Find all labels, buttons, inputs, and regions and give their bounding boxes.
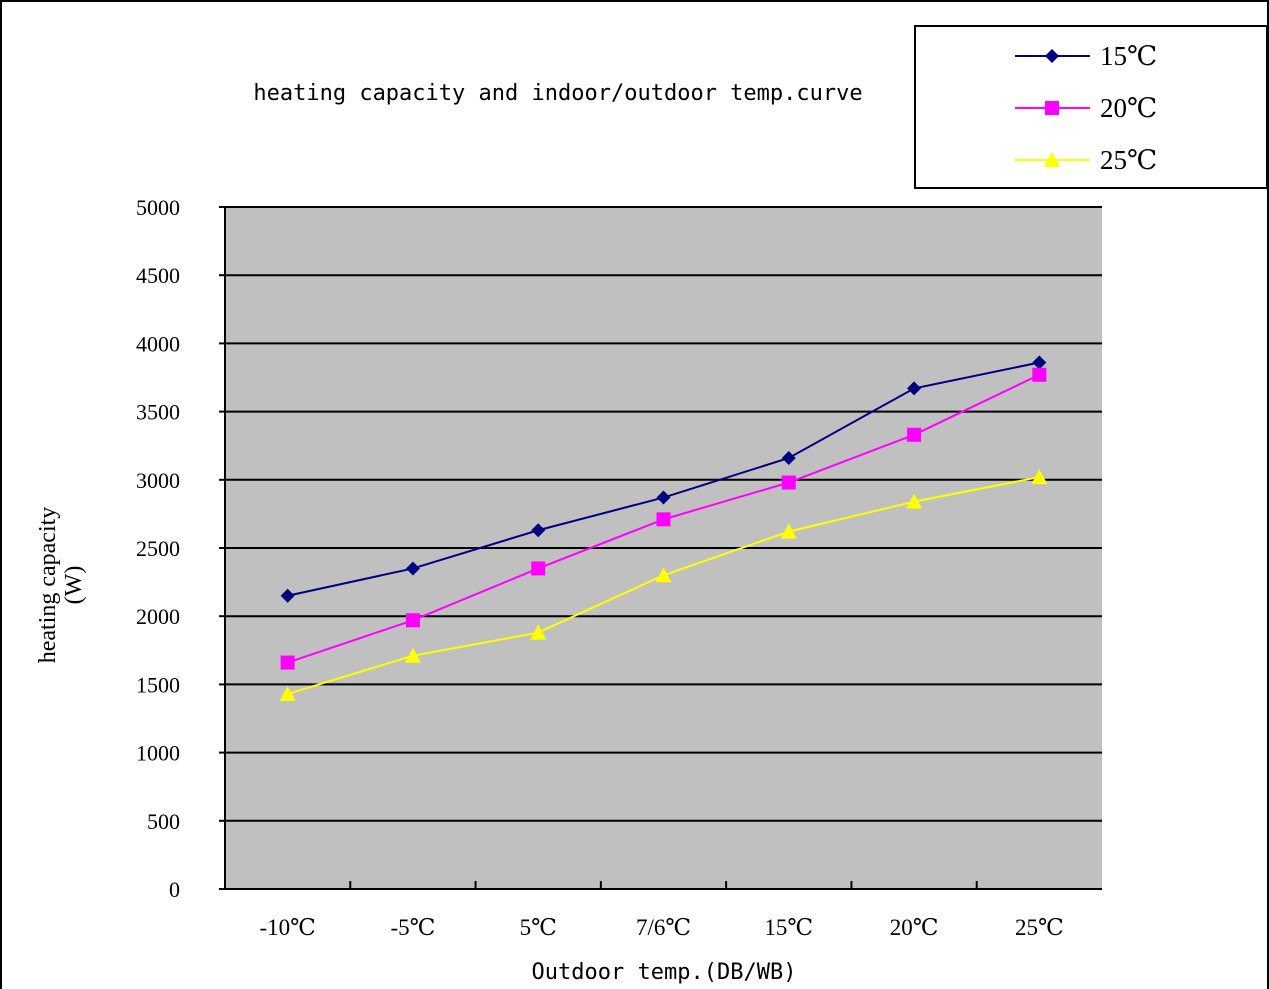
x-tick-labels: -10℃ -5℃ 5℃ 7/6℃ 15℃ 20℃ 25℃ [259, 915, 1063, 940]
data-point [405, 613, 420, 628]
data-point [907, 427, 922, 442]
x-tick-label: 15℃ [764, 915, 813, 940]
chart-title: heating capacity and indoor/outdoor temp… [253, 81, 862, 106]
data-point [656, 512, 671, 527]
y-tick-label: 500 [147, 809, 180, 834]
y-axis-label: heating capacity [35, 507, 61, 664]
y-tick-labels: 0 500 1000 1500 2000 2500 3000 3500 4000 4500 5000 [136, 195, 180, 902]
series-1 [280, 367, 1047, 670]
data-point [280, 588, 295, 603]
y-axis-title: heating capacity (W) [35, 507, 87, 664]
data-point [906, 493, 923, 509]
x-tick-label: 5℃ [520, 915, 557, 940]
data-point [405, 561, 420, 576]
data-point [907, 381, 922, 396]
x-tick-label: 25℃ [1015, 915, 1064, 940]
y-tick-label: 3500 [136, 400, 180, 425]
data-point [780, 523, 797, 539]
x-tick-label: 20℃ [890, 915, 939, 940]
data-point [280, 655, 295, 670]
gridlines [225, 206, 1102, 822]
data-point [279, 685, 296, 701]
y-tick-label: 1000 [136, 741, 180, 766]
data-point [655, 567, 672, 583]
series-0 [280, 355, 1047, 603]
x-tick-label: -10℃ [259, 915, 315, 940]
axis-ticks [219, 206, 978, 890]
y-tick-label: 2000 [136, 604, 180, 629]
legend-marker-2 [1044, 152, 1060, 167]
legend-label-0: 15℃ [1100, 41, 1157, 71]
legend-label-1: 20℃ [1100, 93, 1157, 123]
y-tick-label: 0 [169, 877, 180, 902]
data-point [1031, 469, 1048, 485]
y-tick-label: 3000 [136, 468, 180, 493]
x-tick-label: 7/6℃ [636, 915, 691, 940]
legend-box [914, 25, 1268, 189]
data-point [531, 561, 546, 576]
data-point [781, 475, 796, 490]
data-point [1032, 355, 1047, 370]
y-tick-label: 4500 [136, 263, 180, 288]
data-point [404, 647, 421, 663]
data-point [1032, 367, 1047, 382]
legend-marker-1 [1045, 101, 1059, 115]
series-layer [279, 355, 1048, 701]
y-tick-label: 1500 [136, 672, 180, 697]
legend: 15℃ 20℃ 25℃ [914, 25, 1268, 189]
data-point [656, 490, 671, 505]
y-tick-label: 2500 [136, 536, 180, 561]
y-tick-label: 5000 [136, 195, 180, 220]
data-point [531, 523, 546, 538]
legend-marker-0 [1045, 49, 1059, 63]
x-axis-label: Outdoor temp.(DB/WB) [532, 960, 797, 985]
data-point [530, 624, 547, 640]
y-axis-unit: (W) [61, 566, 87, 605]
data-point [781, 450, 796, 465]
series-2 [279, 469, 1048, 701]
x-tick-label: -5℃ [390, 915, 435, 940]
y-tick-label: 4000 [136, 331, 180, 356]
legend-label-2: 25℃ [1100, 145, 1157, 175]
